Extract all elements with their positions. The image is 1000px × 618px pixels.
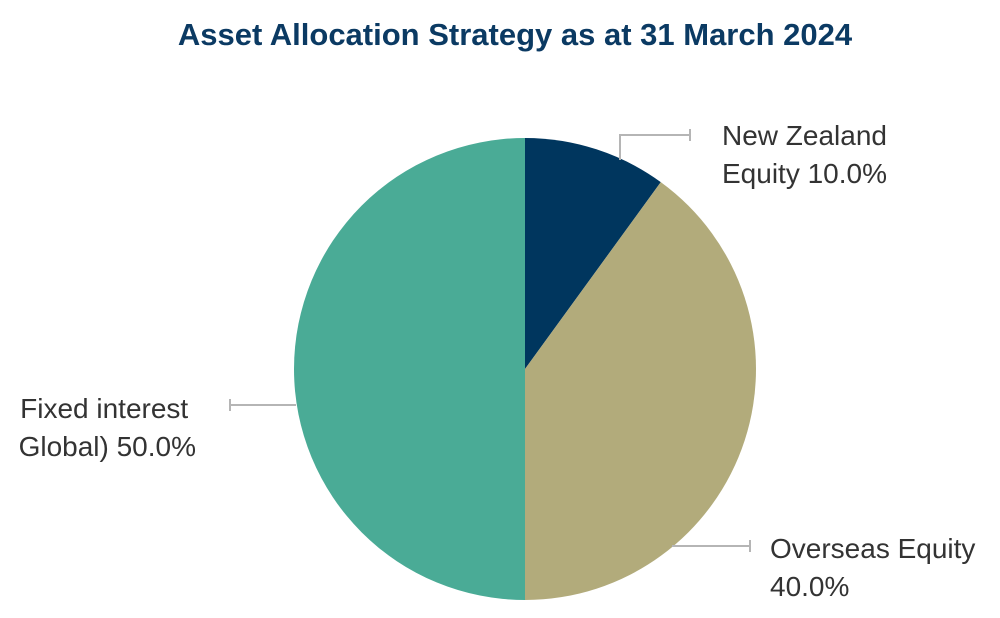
- pie-slices: [294, 138, 756, 600]
- slice-overseas-equity: [525, 182, 756, 600]
- slice-label-new-zealand-equity: New Zealand Equity 10.0%: [722, 120, 895, 189]
- slice-label-overseas-equity: Overseas Equity 40.0%: [770, 533, 983, 602]
- slice-fixed-interest: [294, 138, 525, 600]
- slice-label-fixed-interest: Fixed interest Global) 50.0%: [19, 393, 196, 462]
- slice-new-zealand-equity: [525, 138, 661, 369]
- leader-line-overseas-equity: [672, 540, 751, 552]
- leader-line-new-zealand: [619, 129, 691, 160]
- leader-line-fixed-interest: [229, 399, 296, 411]
- chart-title: Asset Allocation Strategy as at 31 March…: [178, 17, 853, 52]
